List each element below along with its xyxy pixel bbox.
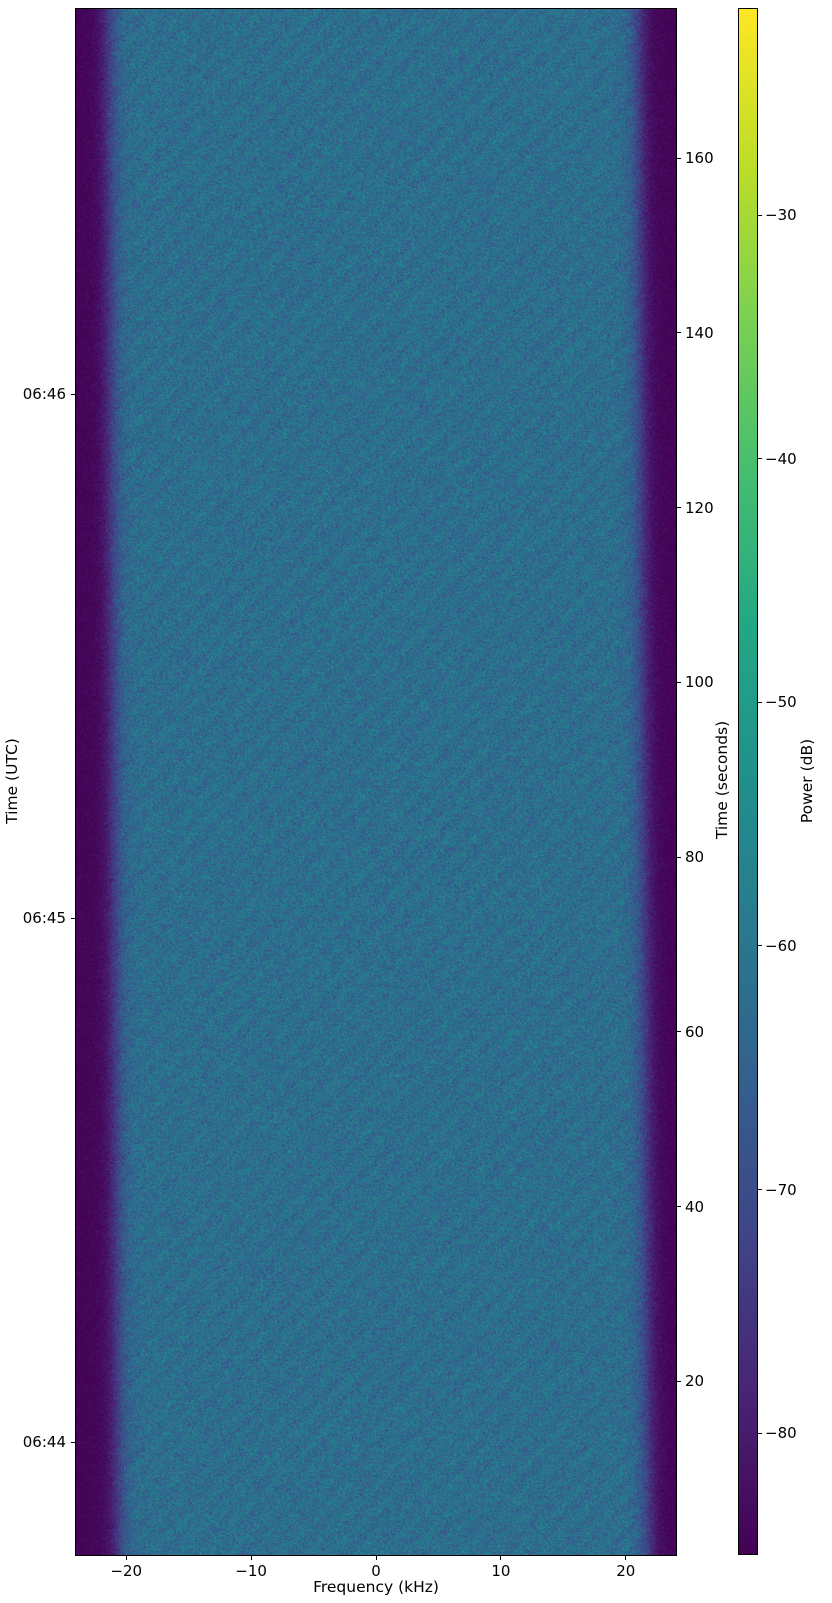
colorbar-tick-label: −50: [765, 693, 797, 711]
utc-tick: [71, 1442, 75, 1443]
utc-tick: [71, 394, 75, 395]
utc-tick-label: 06:46: [0, 385, 66, 403]
figure: Frequency (kHz) Time (UTC) Time (seconds…: [0, 0, 832, 1603]
colorbar-tick-label: −70: [765, 1181, 797, 1199]
colorbar-label: Power (dB): [798, 739, 816, 823]
seconds-tick-label: 80: [685, 848, 704, 866]
seconds-tick-label: 40: [685, 1198, 704, 1216]
colorbar-tick: [758, 1189, 762, 1190]
x-tick-label: 0: [346, 1562, 406, 1580]
x-tick-label: −20: [96, 1562, 156, 1580]
x-tick: [500, 1556, 501, 1560]
seconds-tick-label: 140: [685, 324, 714, 342]
utc-tick-label: 06:45: [0, 909, 66, 927]
spectrogram-canvas: [76, 9, 676, 1555]
x-tick: [625, 1556, 626, 1560]
x-tick: [376, 1556, 377, 1560]
x-tick-label: 10: [471, 1562, 531, 1580]
seconds-tick: [677, 158, 681, 159]
x-tick-label: −10: [221, 1562, 281, 1580]
seconds-tick-label: 160: [685, 149, 714, 167]
seconds-tick-label: 20: [685, 1372, 704, 1390]
seconds-tick: [677, 1031, 681, 1032]
seconds-tick-label: 120: [685, 499, 714, 517]
colorbar-tick-label: −60: [765, 937, 797, 955]
x-tick-label: 20: [596, 1562, 656, 1580]
utc-tick-label: 06:44: [0, 1433, 66, 1451]
seconds-tick: [677, 1381, 681, 1382]
colorbar-tick-label: −40: [765, 450, 797, 468]
seconds-tick-label: 60: [685, 1023, 704, 1041]
seconds-tick: [677, 507, 681, 508]
colorbar-tick: [758, 1433, 762, 1434]
y-axis-label-left: Time (UTC): [3, 738, 21, 824]
x-axis-label: Frequency (kHz): [313, 1578, 439, 1596]
colorbar-tick: [758, 215, 762, 216]
utc-tick: [71, 918, 75, 919]
colorbar-tick-label: −30: [765, 206, 797, 224]
colorbar-tick-label: −80: [765, 1424, 797, 1442]
x-tick: [251, 1556, 252, 1560]
seconds-tick: [677, 1206, 681, 1207]
colorbar-tick: [758, 702, 762, 703]
y-axis-label-right: Time (seconds): [713, 721, 731, 839]
seconds-tick: [677, 857, 681, 858]
colorbar-tick: [758, 458, 762, 459]
seconds-tick-label: 100: [685, 673, 714, 691]
colorbar-tick: [758, 945, 762, 946]
x-tick: [126, 1556, 127, 1560]
colorbar: [738, 8, 758, 1555]
seconds-tick: [677, 682, 681, 683]
seconds-tick: [677, 332, 681, 333]
plot-area: [75, 8, 677, 1556]
